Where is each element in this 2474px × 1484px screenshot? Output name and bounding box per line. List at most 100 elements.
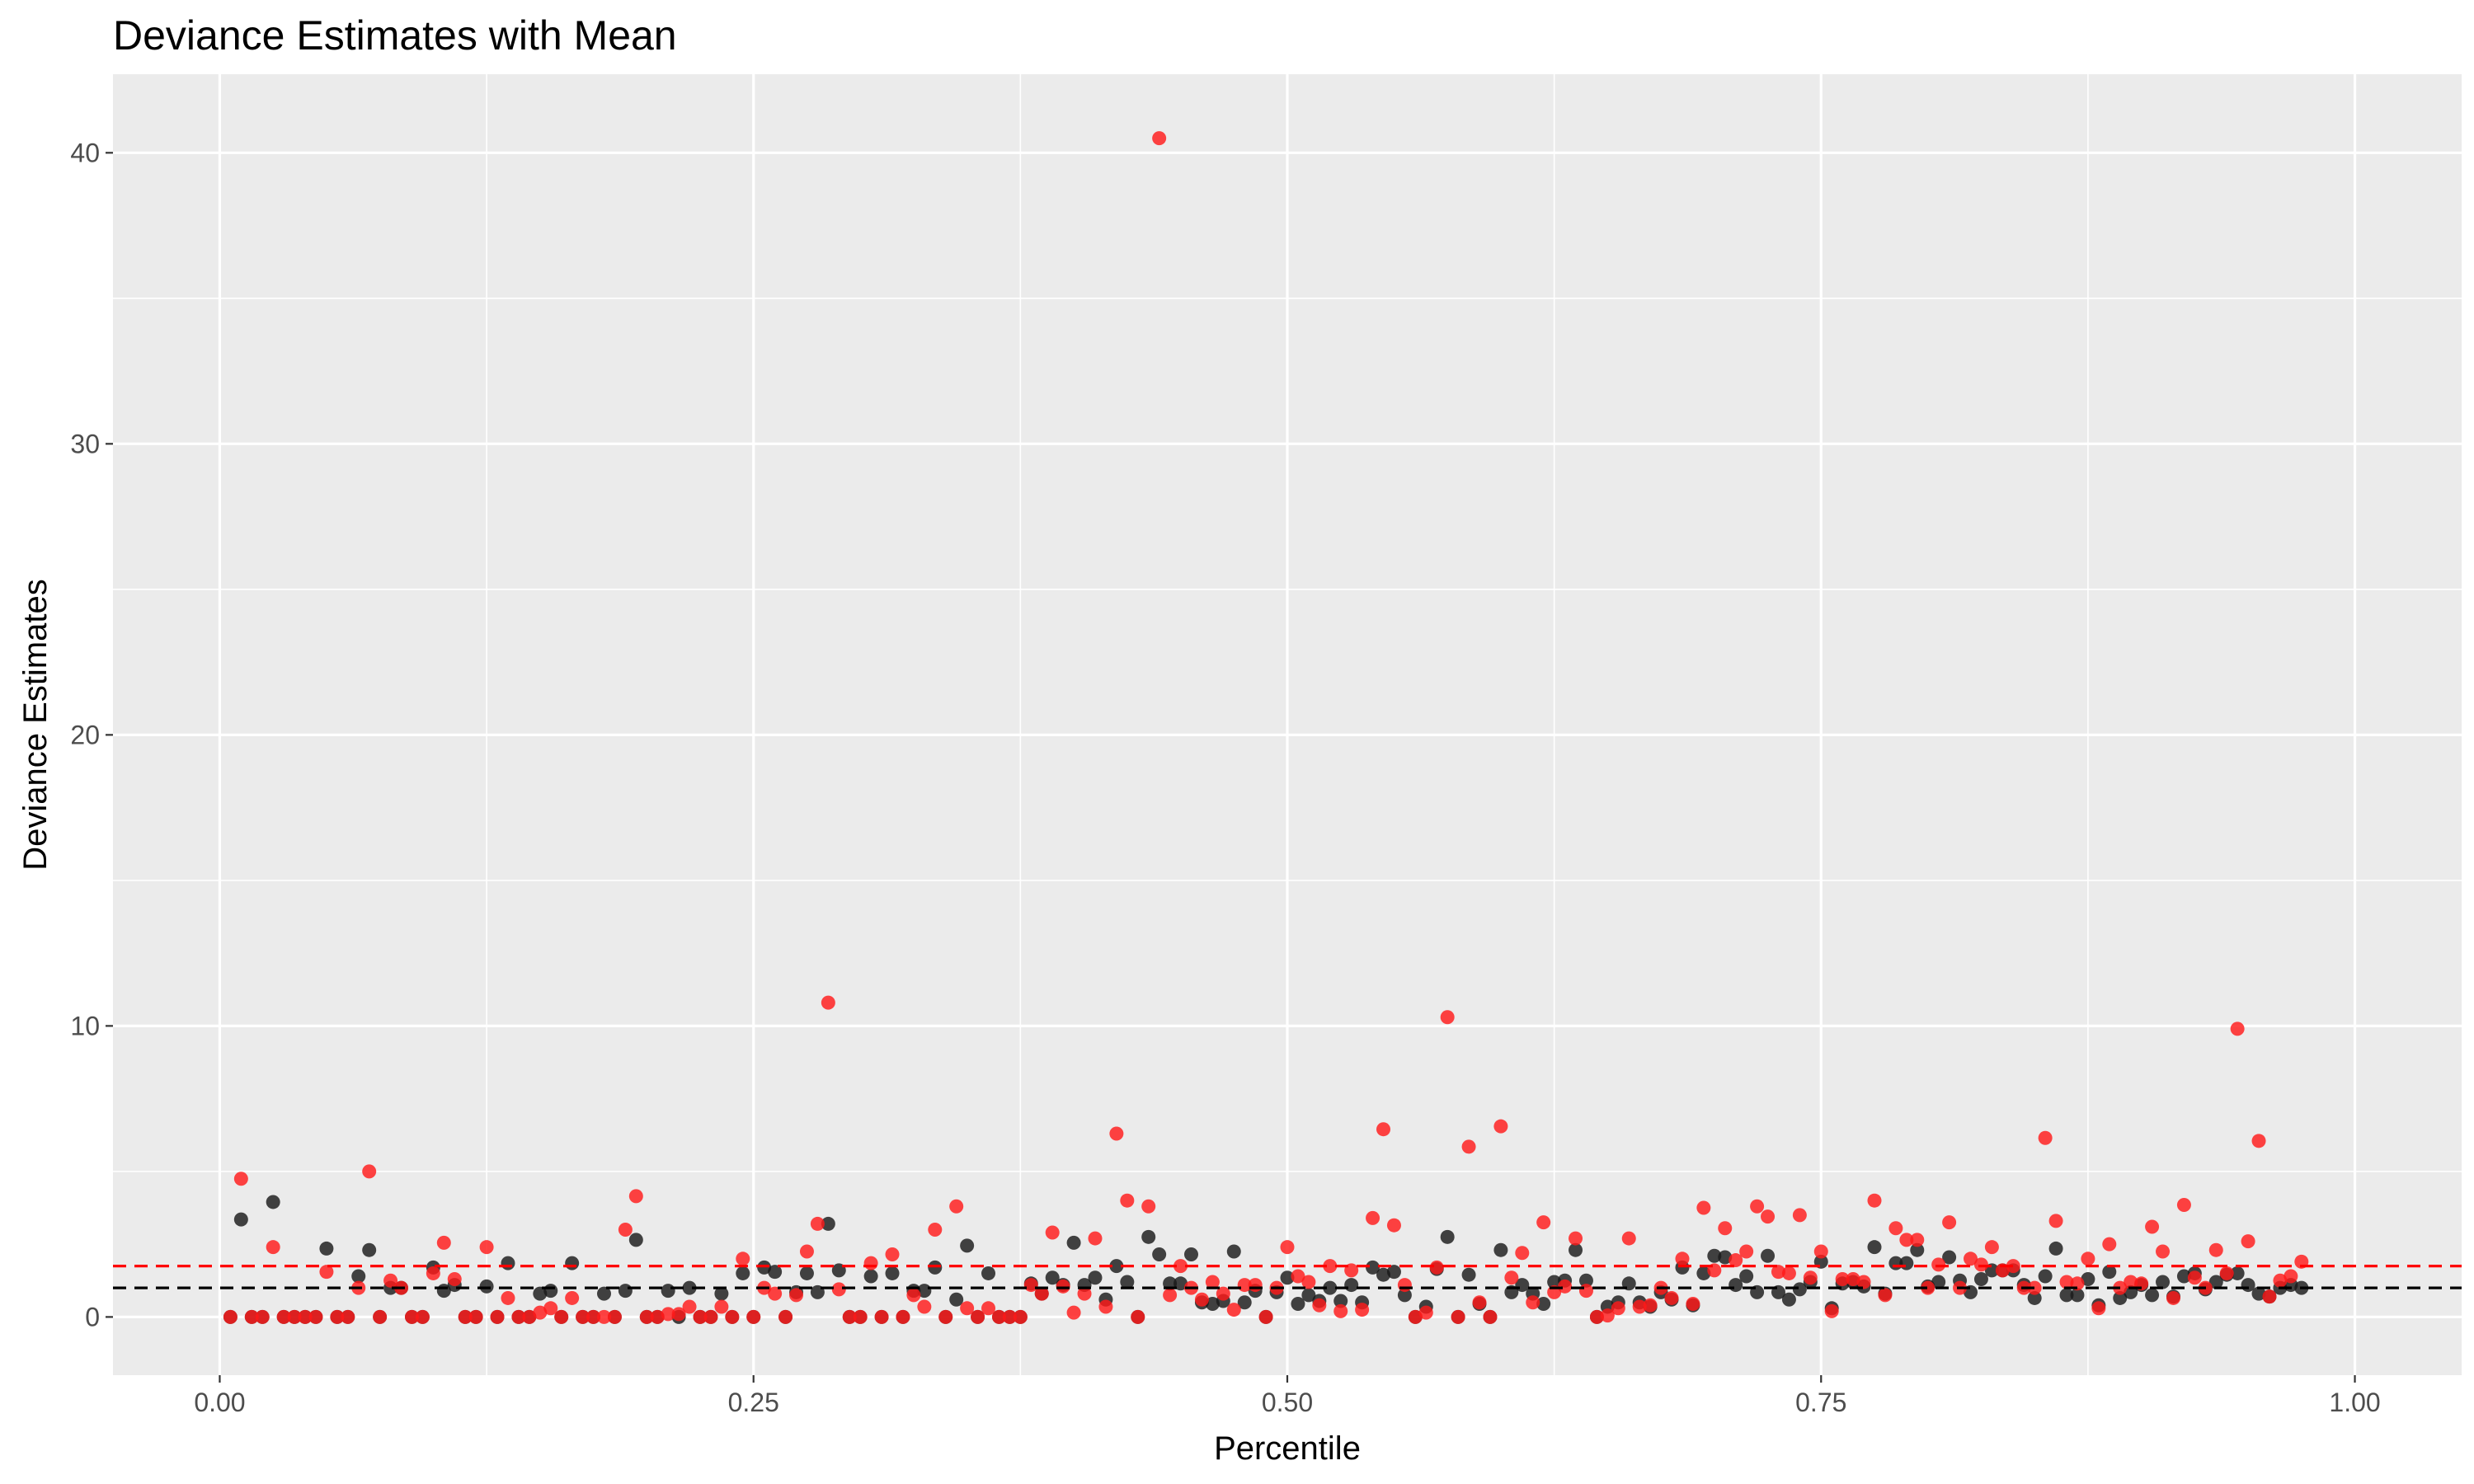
red-series-point [404,1309,419,1324]
red-series-point [2262,1289,2277,1304]
black-series-point [2070,1288,2085,1303]
red-series-point [436,1235,451,1250]
y-tick-label: 0 [85,1302,100,1331]
red-series-point [2284,1269,2298,1284]
black-series-point [1867,1240,1882,1255]
black-series-point [821,1216,835,1231]
red-series-point [863,1256,878,1270]
red-series-point [341,1309,355,1324]
red-series-point [1226,1303,1241,1317]
black-series-point [1397,1288,1412,1303]
black-series-point [479,1279,494,1294]
red-series-point [949,1199,964,1214]
red-series-point [2048,1214,2063,1228]
red-series-point [1835,1272,1850,1287]
mean-lines [113,1265,2462,1289]
black-series-point [2038,1269,2053,1284]
red-series-point [906,1288,921,1303]
red-series-point [736,1252,750,1266]
red-series-point [479,1240,494,1255]
red-series-point [1931,1257,1946,1272]
red-series-point [650,1309,665,1324]
black-series-point [1174,1276,1188,1291]
red-series-point [928,1222,943,1237]
red-series-point [1781,1266,1796,1280]
red-series-point [1408,1309,1423,1324]
red-series-point [1131,1309,1145,1324]
black-series-point [1493,1242,1508,1257]
red-series-point [2251,1134,2266,1148]
black-series-point [1707,1248,1722,1263]
black-series-point [1301,1288,1316,1303]
red-series-point [1878,1288,1893,1303]
red-series-point [1921,1280,1935,1295]
x-tick-label: 0.00 [194,1388,245,1417]
red-series-point [1152,131,1167,146]
red-series-point [1002,1309,1017,1324]
red-series-point [1813,1244,1828,1259]
red-series-point [2027,1280,2042,1295]
red-series-point [671,1307,686,1322]
black-series-point [1547,1275,1562,1289]
red-series-point [1750,1199,1765,1214]
red-series-point [1973,1257,1988,1272]
black-series-point [1066,1235,1081,1250]
red-series-point [1088,1231,1103,1246]
red-series-point [1792,1208,1807,1223]
red-series-point [1803,1270,1818,1285]
red-series-point [1718,1221,1733,1236]
red-series-point [1526,1295,1540,1310]
x-tick-label: 0.75 [1795,1388,1846,1417]
red-series-point [1472,1295,1487,1310]
black-series-point [949,1292,964,1307]
red-series-point [768,1286,783,1301]
black-series-point [1045,1270,1060,1285]
red-series-point [1536,1215,1551,1230]
red-series-point [576,1309,590,1324]
black-series-point [1152,1247,1167,1261]
red-series-point [1141,1199,1156,1214]
black-series-point [1183,1247,1198,1261]
red-series-point [244,1309,259,1324]
black-series-point [501,1256,515,1270]
red-series-point [1910,1233,1925,1247]
red-series-point [2166,1290,2180,1305]
red-series-point [415,1309,430,1324]
red-series-point [1515,1246,1530,1261]
black-series-point [1781,1292,1796,1307]
red-series-point [2208,1242,2223,1257]
red-series-point [1984,1240,1999,1255]
black-series-point [981,1266,996,1280]
black-series-point [1280,1270,1295,1285]
red-series-point [1504,1270,1519,1285]
red-series-point [2059,1275,2074,1289]
red-series-point [682,1299,697,1314]
red-series-point [789,1288,804,1303]
red-series-point [522,1309,537,1324]
red-series-point [1589,1309,1604,1324]
red-series-point [1686,1297,1700,1312]
red-series-point [1643,1298,1658,1313]
red-series-point [511,1309,526,1324]
black-series-point [596,1286,611,1301]
red-series-point [1066,1305,1081,1320]
black-series-point [714,1286,729,1301]
black-series-point [1333,1294,1348,1308]
red-series-point [2145,1219,2160,1234]
red-series-point [1258,1309,1273,1324]
red-series-point [308,1309,323,1324]
black-series-point [1761,1248,1776,1263]
red-series-point [1964,1252,1978,1266]
red-series-point [1205,1275,1220,1289]
red-series-point [565,1290,580,1305]
red-series-point [586,1309,601,1324]
black-series-point [2230,1266,2245,1280]
black-series-point [1291,1297,1305,1312]
red-series-point [596,1309,611,1324]
black-series-point [1344,1278,1359,1293]
red-series-point [1440,1010,1455,1025]
black-series-point [266,1195,280,1209]
red-series-point [233,1172,248,1186]
black-series-point [1323,1280,1338,1295]
